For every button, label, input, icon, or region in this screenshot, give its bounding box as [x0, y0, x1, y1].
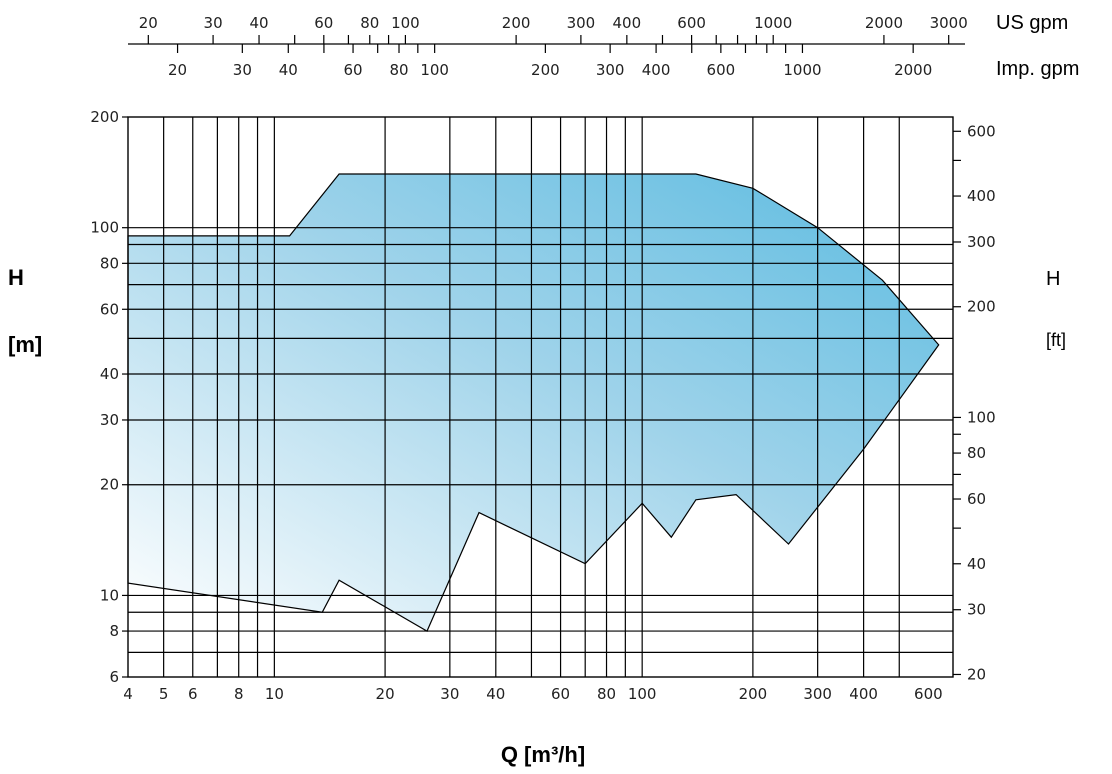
x-tick-label: 6 [188, 685, 198, 703]
imp-gpm-tick-label: 80 [389, 61, 408, 79]
us-gpm-tick-label: 80 [360, 14, 379, 32]
y-tick-label: 6 [109, 668, 119, 686]
coverage-outline [127, 173, 940, 632]
us-gpm-label: US gpm [996, 12, 1068, 34]
coverage-area-layer [128, 174, 939, 632]
x-tick-label: 100 [628, 685, 657, 703]
us-gpm-tick-label: 40 [249, 14, 268, 32]
tick-labels: 4 5 6 8 10 20 30 40 60 80 100 200 300 400 600 6 8 10 20 30 4… [90, 108, 995, 703]
imp-gpm-tick-label: 400 [642, 61, 671, 79]
y-tick-label: 30 [100, 411, 119, 429]
y-right-tick-label: 60 [967, 490, 986, 508]
y-tick-label: 40 [100, 365, 119, 383]
imp-gpm-tick-label: 2000 [894, 61, 932, 79]
us-gpm-tick-label: 100 [391, 14, 420, 32]
y-tick-label: 80 [100, 254, 119, 272]
y-right-tick-label: 200 [967, 298, 996, 316]
us-gpm-tick-label: 600 [677, 14, 706, 32]
us-gpm-tick-label: 400 [613, 14, 642, 32]
imp-gpm-tick-label: 60 [344, 61, 363, 79]
us-gpm-tick-label: 300 [567, 14, 596, 32]
y-axis-left-label: H [8, 265, 24, 290]
us-gpm-tick-label: 20 [139, 14, 158, 32]
y-right-tick-label: 40 [967, 555, 986, 573]
imp-gpm-tick-label: 200 [531, 61, 560, 79]
x-tick-label: 60 [551, 685, 570, 703]
x-tick-label: 40 [486, 685, 505, 703]
us-gpm-tick-label: 3000 [930, 14, 968, 32]
y-tick-label: 100 [90, 219, 119, 237]
imp-gpm-tick-label: 300 [596, 61, 625, 79]
x-tick-label: 30 [440, 685, 459, 703]
imp-gpm-tick-label: 30 [233, 61, 252, 79]
us-gpm-tick-label: 2000 [865, 14, 903, 32]
y-axis-right-label: H [1046, 268, 1060, 290]
y-tick-label: 10 [100, 586, 119, 604]
y-axis-left-unit: [m] [8, 332, 42, 357]
y-tick-label: 200 [90, 108, 119, 126]
imp-gpm-tick-label: 20 [168, 61, 187, 79]
imp-gpm-tick-label: 1000 [783, 61, 821, 79]
y-right-tick-label: 80 [967, 444, 986, 462]
y-right-tick-label: 400 [967, 187, 996, 205]
y-right-tick-label: 600 [967, 122, 996, 140]
x-tick-label: 80 [597, 685, 616, 703]
coverage-area [128, 174, 939, 632]
y-tick-label: 8 [109, 622, 119, 640]
y-right-tick-label: 100 [967, 408, 996, 426]
x-tick-label: 5 [159, 685, 169, 703]
coverage-outline-layer [127, 173, 940, 632]
y-tick-label: 60 [100, 300, 119, 318]
imp-gpm-tick-label: 40 [279, 61, 298, 79]
x-tick-label: 600 [914, 685, 943, 703]
us-gpm-tick-label: 30 [204, 14, 223, 32]
x-tick-label: 300 [803, 685, 832, 703]
x-tick-label: 8 [234, 685, 244, 703]
y-right-tick-label: 30 [967, 601, 986, 619]
us-gpm-tick-label: 1000 [754, 14, 792, 32]
x-tick-label: 400 [849, 685, 878, 703]
y-right-tick-label: 20 [967, 665, 986, 683]
x-tick-label: 10 [265, 685, 284, 703]
x-tick-label: 200 [739, 685, 768, 703]
imp-gpm-tick-label: 100 [420, 61, 449, 79]
y-tick-label: 20 [100, 476, 119, 494]
x-tick-label: 20 [376, 685, 395, 703]
x-axis-label: Q [m³/h] [501, 742, 585, 767]
us-gpm-tick-label: 200 [502, 14, 531, 32]
grid-lines [127, 116, 954, 678]
us-gpm-tick-label: 60 [314, 14, 333, 32]
gpm-scales: 20 30 40 60 80 100 200 300 400 600 1000 2000 3000 20 3… [128, 14, 968, 79]
imp-gpm-tick-label: 600 [707, 61, 736, 79]
y-axis-right-unit: [ft] [1046, 330, 1066, 350]
imp-gpm-label: Imp. gpm [996, 58, 1079, 80]
x-tick-label: 4 [123, 685, 133, 703]
y-right-tick-label: 300 [967, 233, 996, 251]
